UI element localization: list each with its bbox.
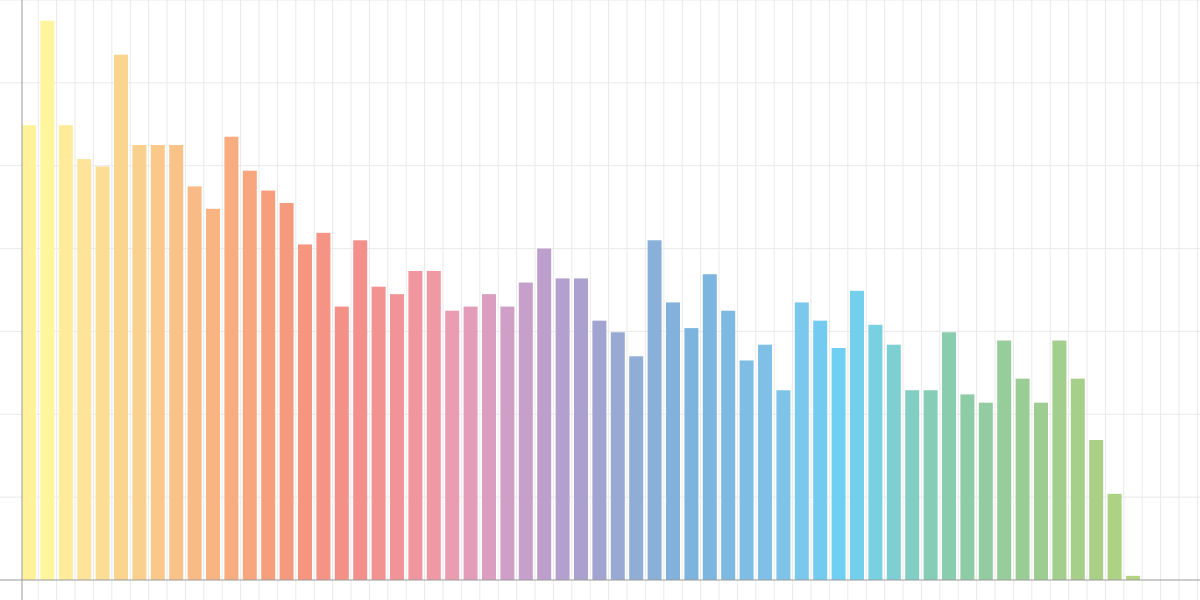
bar — [905, 390, 920, 580]
bar — [114, 54, 128, 580]
bar — [206, 208, 220, 581]
bar — [95, 166, 110, 581]
bar — [1070, 378, 1085, 580]
bar — [555, 278, 570, 580]
bar — [1034, 402, 1048, 580]
bar — [40, 20, 55, 580]
bar — [242, 170, 257, 580]
bar — [334, 306, 349, 580]
bar — [886, 344, 901, 580]
bar — [169, 145, 184, 580]
bar — [1107, 493, 1122, 580]
bar — [629, 356, 644, 580]
bar — [371, 286, 386, 580]
bar — [997, 340, 1012, 580]
bar — [978, 402, 993, 580]
bar — [794, 302, 809, 580]
bar — [721, 310, 736, 580]
bar — [463, 306, 478, 580]
bar — [647, 240, 662, 581]
bar — [58, 125, 73, 580]
bar — [942, 332, 956, 580]
bar — [316, 232, 331, 581]
bar — [261, 190, 276, 581]
bar — [776, 390, 791, 580]
bar — [1052, 340, 1067, 580]
bar — [592, 320, 607, 580]
bar — [390, 294, 404, 580]
bar — [739, 360, 754, 580]
bar — [298, 244, 312, 580]
bar — [537, 248, 552, 581]
bar — [518, 282, 533, 580]
bar — [187, 186, 202, 580]
bar — [813, 320, 828, 580]
bar — [445, 310, 460, 580]
bar — [610, 332, 625, 580]
bar — [831, 348, 846, 580]
bar — [960, 394, 975, 580]
bar — [702, 274, 717, 580]
bar — [1015, 378, 1030, 580]
bar — [279, 203, 294, 580]
bar — [482, 294, 496, 580]
bar — [868, 324, 883, 580]
bar — [22, 125, 36, 580]
bar — [574, 278, 588, 580]
bar — [353, 240, 368, 581]
bar — [1089, 439, 1104, 580]
bar — [684, 328, 699, 580]
bar — [666, 302, 680, 580]
bar — [426, 270, 441, 580]
bar — [408, 270, 423, 580]
bar — [77, 159, 92, 581]
bar — [132, 145, 147, 580]
bar — [224, 136, 239, 580]
bar — [1126, 575, 1140, 580]
bar — [500, 306, 515, 580]
bar — [758, 344, 772, 580]
bar — [850, 290, 864, 580]
bar — [150, 145, 165, 580]
bar — [923, 390, 938, 580]
